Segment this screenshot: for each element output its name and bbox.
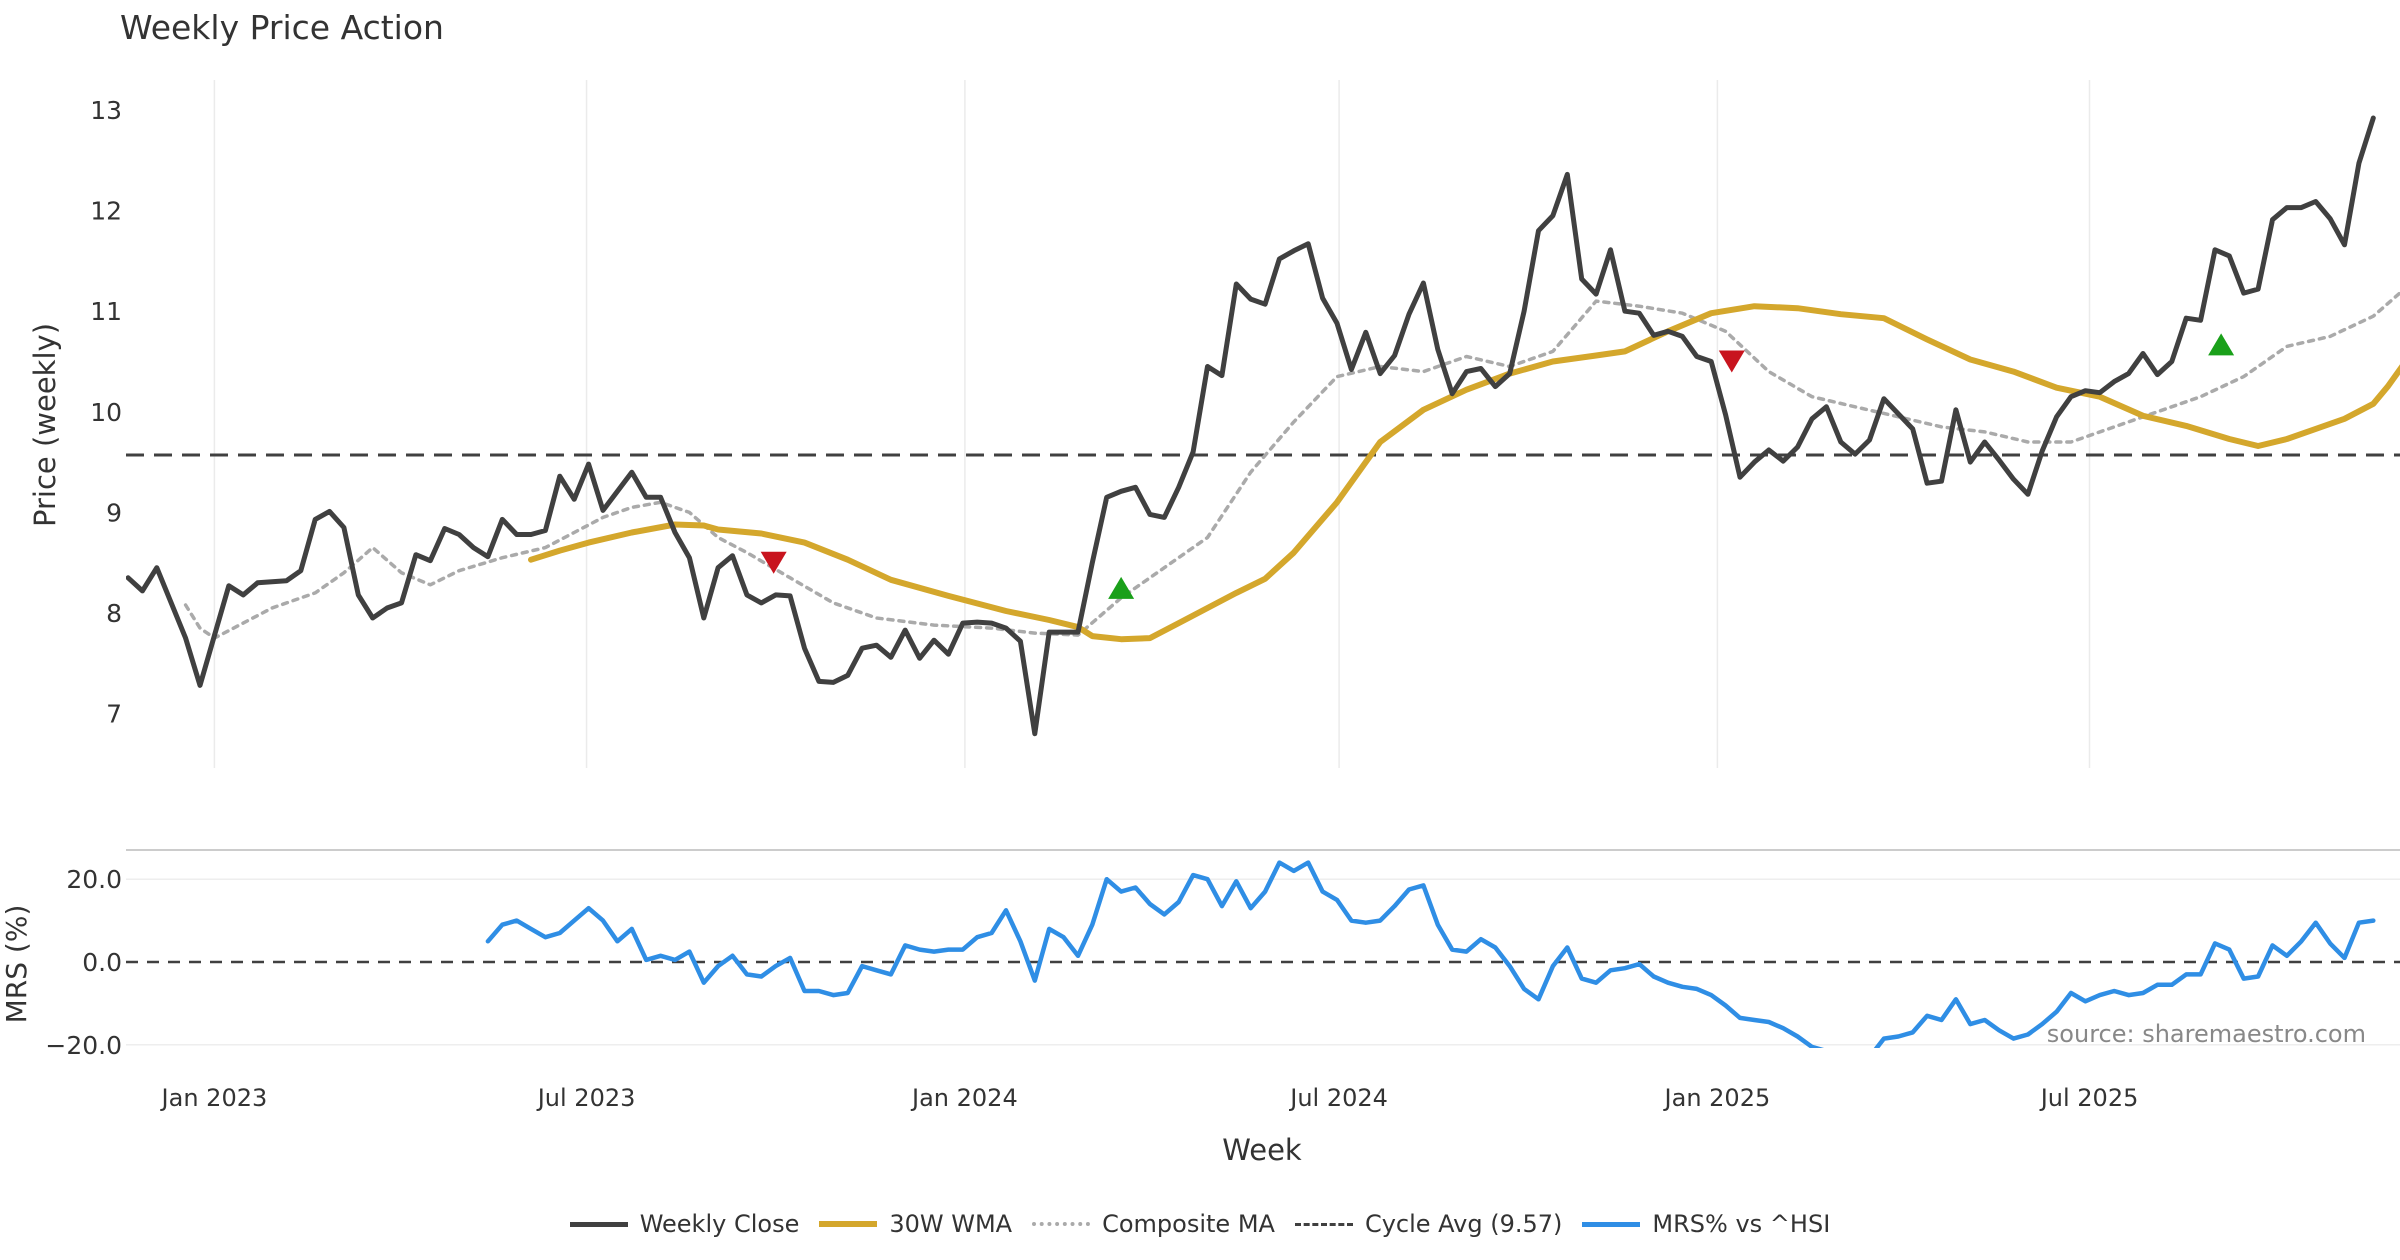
mrs-y-tick-label: −20.0 xyxy=(45,1031,122,1060)
legend-item-weekly-close: Weekly Close xyxy=(569,1210,800,1238)
buy-signal-marker xyxy=(2208,333,2235,356)
y-tick-label: 8 xyxy=(106,599,122,628)
source-credit: source: sharemaestro.com xyxy=(2046,1020,2366,1048)
legend-swatch-mrs xyxy=(1582,1221,1641,1227)
y-tick-label: 12 xyxy=(90,197,122,226)
x-tick-label: Jan 2024 xyxy=(910,1084,1018,1112)
legend-swatch-composite-ma xyxy=(1032,1222,1091,1226)
chart-legend: Weekly Close 30W WMA Composite MA Cycle … xyxy=(0,1210,2400,1238)
legend-label-mrs: MRS% vs ^HSI xyxy=(1652,1210,1831,1238)
y-axis-label: Price (weekly) xyxy=(28,323,62,527)
legend-item-composite-ma: Composite MA xyxy=(1032,1210,1275,1238)
legend-label-30w-wma: 30W WMA xyxy=(889,1210,1013,1238)
legend-label-composite-ma: Composite MA xyxy=(1102,1210,1275,1238)
mrs-line xyxy=(485,860,2376,1048)
x-tick-label: Jul 2025 xyxy=(2039,1084,2139,1112)
legend-swatch-cycle-avg xyxy=(1294,1222,1353,1226)
legend-swatch-weekly-close xyxy=(569,1221,628,1227)
legend-item-cycle-avg: Cycle Avg (9.57) xyxy=(1294,1210,1563,1238)
weekly-close-line xyxy=(126,115,2376,737)
buy-signal-marker xyxy=(1108,576,1135,599)
legend-item-30w-wma: 30W WMA xyxy=(819,1210,1012,1238)
mrs-y-axis-label: MRS (%) xyxy=(0,905,33,1024)
x-tick-label: Jan 2023 xyxy=(160,1084,268,1112)
y-tick-label: 9 xyxy=(106,498,122,527)
legend-label-cycle-avg: Cycle Avg (9.57) xyxy=(1364,1210,1563,1238)
x-tick-label: Jul 2023 xyxy=(536,1084,636,1112)
sell-signal-marker xyxy=(760,551,787,574)
x-tick-label: Jan 2025 xyxy=(1663,1084,1771,1112)
legend-swatch-30w-wma xyxy=(819,1221,878,1227)
y-tick-label: 11 xyxy=(90,297,122,326)
mrs-y-tick-label: 20.0 xyxy=(66,865,122,894)
legend-item-mrs: MRS% vs ^HSI xyxy=(1582,1210,1830,1238)
y-tick-label: 10 xyxy=(90,398,122,427)
mrs-y-tick-label: 0.0 xyxy=(82,948,122,977)
y-tick-label: 7 xyxy=(106,700,122,729)
legend-label-weekly-close: Weekly Close xyxy=(639,1210,800,1238)
x-axis-label: Week xyxy=(1222,1133,1302,1167)
chart-title: Weekly Price Action xyxy=(120,8,444,47)
y-tick-label: 13 xyxy=(90,96,122,125)
wma-30w-line xyxy=(528,303,2400,643)
composite-ma-line xyxy=(183,290,2400,640)
sell-signal-marker xyxy=(1718,350,1745,373)
x-tick-label: Jul 2024 xyxy=(1288,1084,1388,1112)
